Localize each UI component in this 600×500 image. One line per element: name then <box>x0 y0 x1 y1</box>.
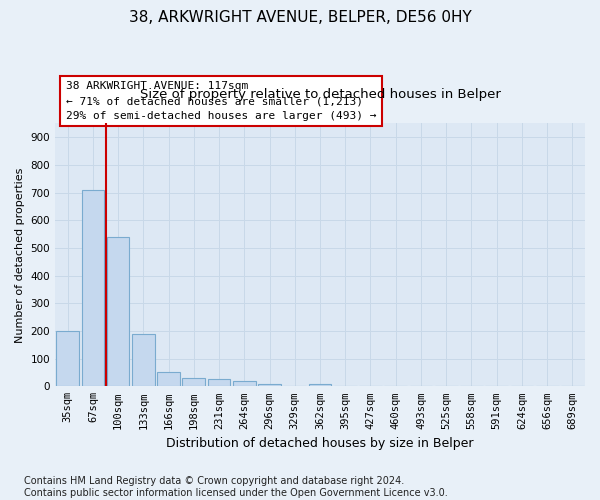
Bar <box>82 190 104 386</box>
Y-axis label: Number of detached properties: Number of detached properties <box>15 167 25 342</box>
X-axis label: Distribution of detached houses by size in Belper: Distribution of detached houses by size … <box>166 437 474 450</box>
Bar <box>107 237 130 386</box>
Bar <box>258 384 281 386</box>
Title: Size of property relative to detached houses in Belper: Size of property relative to detached ho… <box>140 88 500 102</box>
Bar <box>182 378 205 386</box>
Bar <box>233 381 256 386</box>
Bar <box>56 331 79 386</box>
Text: Contains HM Land Registry data © Crown copyright and database right 2024.
Contai: Contains HM Land Registry data © Crown c… <box>24 476 448 498</box>
Bar <box>208 380 230 386</box>
Bar <box>308 384 331 386</box>
Text: 38 ARKWRIGHT AVENUE: 117sqm
← 71% of detached houses are smaller (1,213)
29% of : 38 ARKWRIGHT AVENUE: 117sqm ← 71% of det… <box>65 81 376 121</box>
Bar <box>157 372 180 386</box>
Bar <box>132 334 155 386</box>
Text: 38, ARKWRIGHT AVENUE, BELPER, DE56 0HY: 38, ARKWRIGHT AVENUE, BELPER, DE56 0HY <box>128 10 472 25</box>
